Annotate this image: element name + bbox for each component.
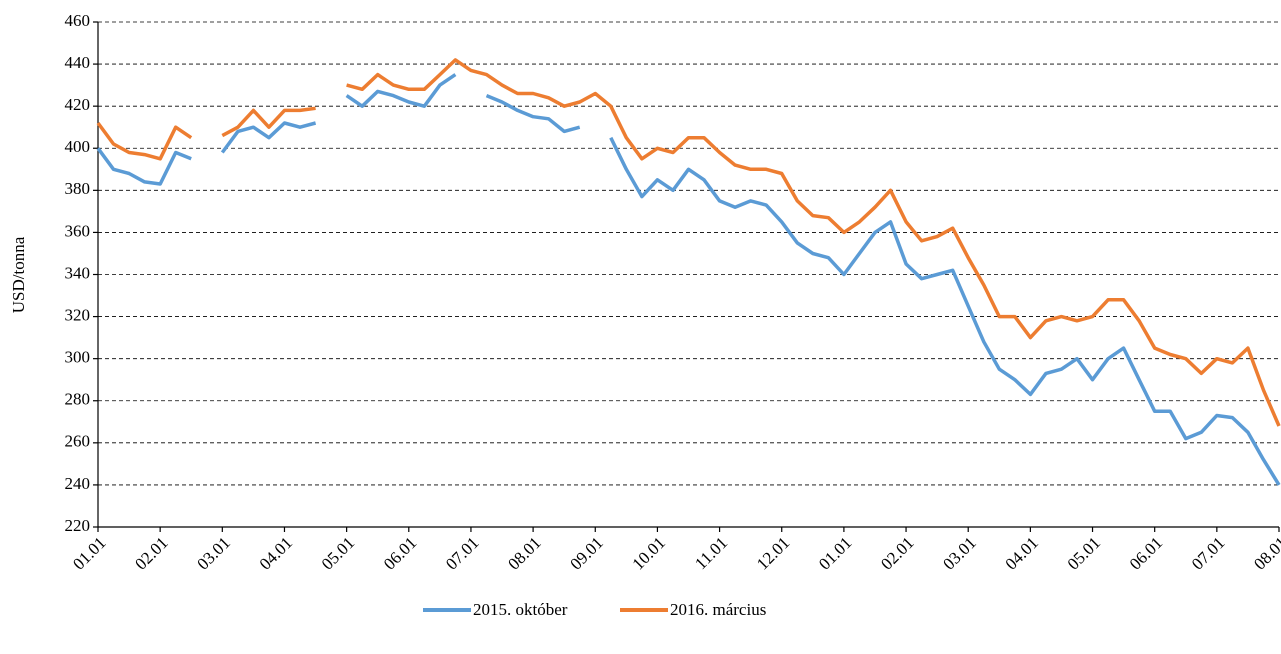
line-series xyxy=(96,58,1281,427)
x-tick-label: 12.01 xyxy=(753,533,793,573)
x-tick-label: 05.01 xyxy=(1064,533,1104,573)
x-tick-label: 04.01 xyxy=(1001,533,1041,573)
y-tick-label: 340 xyxy=(65,263,91,282)
y-tick-label: 400 xyxy=(65,137,91,156)
x-tick-label: 10.01 xyxy=(629,533,669,573)
x-tick-label: 01.01 xyxy=(815,533,855,573)
x-tick-label: 03.01 xyxy=(939,533,979,573)
y-tick-label: 360 xyxy=(65,221,91,240)
x-tick-label: 09.01 xyxy=(566,533,606,573)
x-tick-label: 08.01 xyxy=(1250,533,1281,573)
x-tick-label: 06.01 xyxy=(1126,533,1166,573)
y-tick-label: 440 xyxy=(65,53,91,72)
x-tick-label: 02.01 xyxy=(877,533,917,573)
line-series xyxy=(96,73,1281,486)
x-tick-label: 06.01 xyxy=(380,533,420,573)
x-tick-label: 07.01 xyxy=(1188,533,1228,573)
y-axis-label: USD/tonna xyxy=(9,236,28,313)
y-tick-label: 240 xyxy=(65,474,91,493)
y-tick-label: 220 xyxy=(65,516,91,535)
x-tick-label: 11.01 xyxy=(691,533,731,573)
x-tick-label: 05.01 xyxy=(318,533,358,573)
y-tick-label: 260 xyxy=(65,432,91,451)
y-tick-label: 300 xyxy=(65,348,91,367)
x-tick-label: 04.01 xyxy=(256,533,296,573)
y-tick-label: 320 xyxy=(65,305,91,324)
x-tick-label: 01.01 xyxy=(69,533,109,573)
y-tick-label: 380 xyxy=(65,179,91,198)
legend-label: 2016. március xyxy=(670,600,766,619)
x-tick-label: 03.01 xyxy=(193,533,233,573)
x-tick-label: 02.01 xyxy=(131,533,171,573)
y-tick-label: 420 xyxy=(65,95,91,114)
x-tick-label: 07.01 xyxy=(442,533,482,573)
y-tick-label: 280 xyxy=(65,390,91,409)
y-tick-label: 460 xyxy=(65,11,91,30)
legend-label: 2015. október xyxy=(473,600,568,619)
x-tick-label: 08.01 xyxy=(504,533,544,573)
